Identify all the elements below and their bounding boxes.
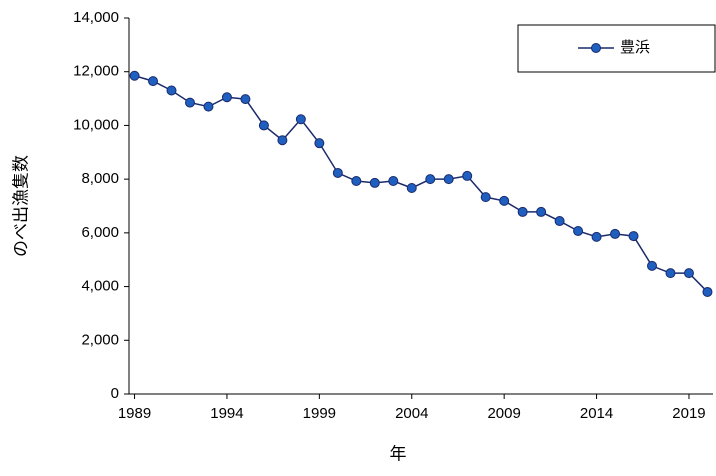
legend-box	[517, 24, 716, 73]
data-point	[388, 176, 399, 187]
x-tick-label: 2014	[580, 405, 613, 422]
x-tick-label: 2019	[672, 405, 705, 422]
data-point	[683, 268, 694, 279]
data-point	[351, 176, 362, 187]
x-tick-label: 1994	[210, 405, 243, 422]
data-point	[702, 286, 713, 297]
data-point	[203, 101, 214, 112]
data-point	[517, 206, 528, 217]
data-point	[166, 85, 177, 96]
data-point	[647, 260, 658, 271]
data-point	[406, 183, 417, 194]
data-point	[240, 94, 251, 105]
y-tick-label: 2,000	[81, 331, 119, 348]
data-point	[443, 174, 454, 185]
y-tick-label: 6,000	[81, 224, 119, 241]
legend-marker	[591, 43, 601, 53]
y-tick-label: 8,000	[81, 170, 119, 187]
data-point	[425, 174, 436, 185]
y-tick-label: 4,000	[81, 278, 119, 295]
data-point	[480, 192, 491, 203]
data-point	[554, 216, 565, 227]
data-point	[665, 268, 676, 279]
data-point	[129, 70, 140, 81]
y-tick-label: 0	[111, 385, 119, 402]
data-point	[332, 167, 343, 178]
data-point	[536, 206, 547, 217]
x-tick-label: 2004	[395, 405, 428, 422]
data-point	[499, 195, 510, 206]
data-point	[462, 170, 473, 181]
data-point	[258, 120, 269, 131]
data-point	[314, 138, 325, 149]
data-point	[573, 225, 584, 236]
data-point	[369, 177, 380, 188]
data-point	[628, 231, 639, 242]
data-point	[591, 231, 602, 242]
data-point	[610, 228, 621, 239]
x-axis-label: 年	[390, 444, 407, 463]
data-point	[148, 76, 159, 87]
data-point	[184, 97, 195, 108]
x-tick-label: 1999	[303, 405, 336, 422]
series-line	[134, 75, 708, 293]
data-point	[295, 114, 306, 125]
y-axis-label: のべ出漁隻数	[11, 155, 30, 257]
y-tick-label: 12,000	[73, 63, 119, 80]
data-point	[277, 135, 288, 146]
y-tick-label: 14,000	[73, 9, 119, 26]
data-point	[221, 92, 232, 103]
x-tick-label: 2009	[487, 405, 520, 422]
y-tick-label: 10,000	[73, 116, 119, 133]
x-tick-label: 1989	[118, 405, 151, 422]
legend-label: 豊浜	[620, 39, 650, 56]
